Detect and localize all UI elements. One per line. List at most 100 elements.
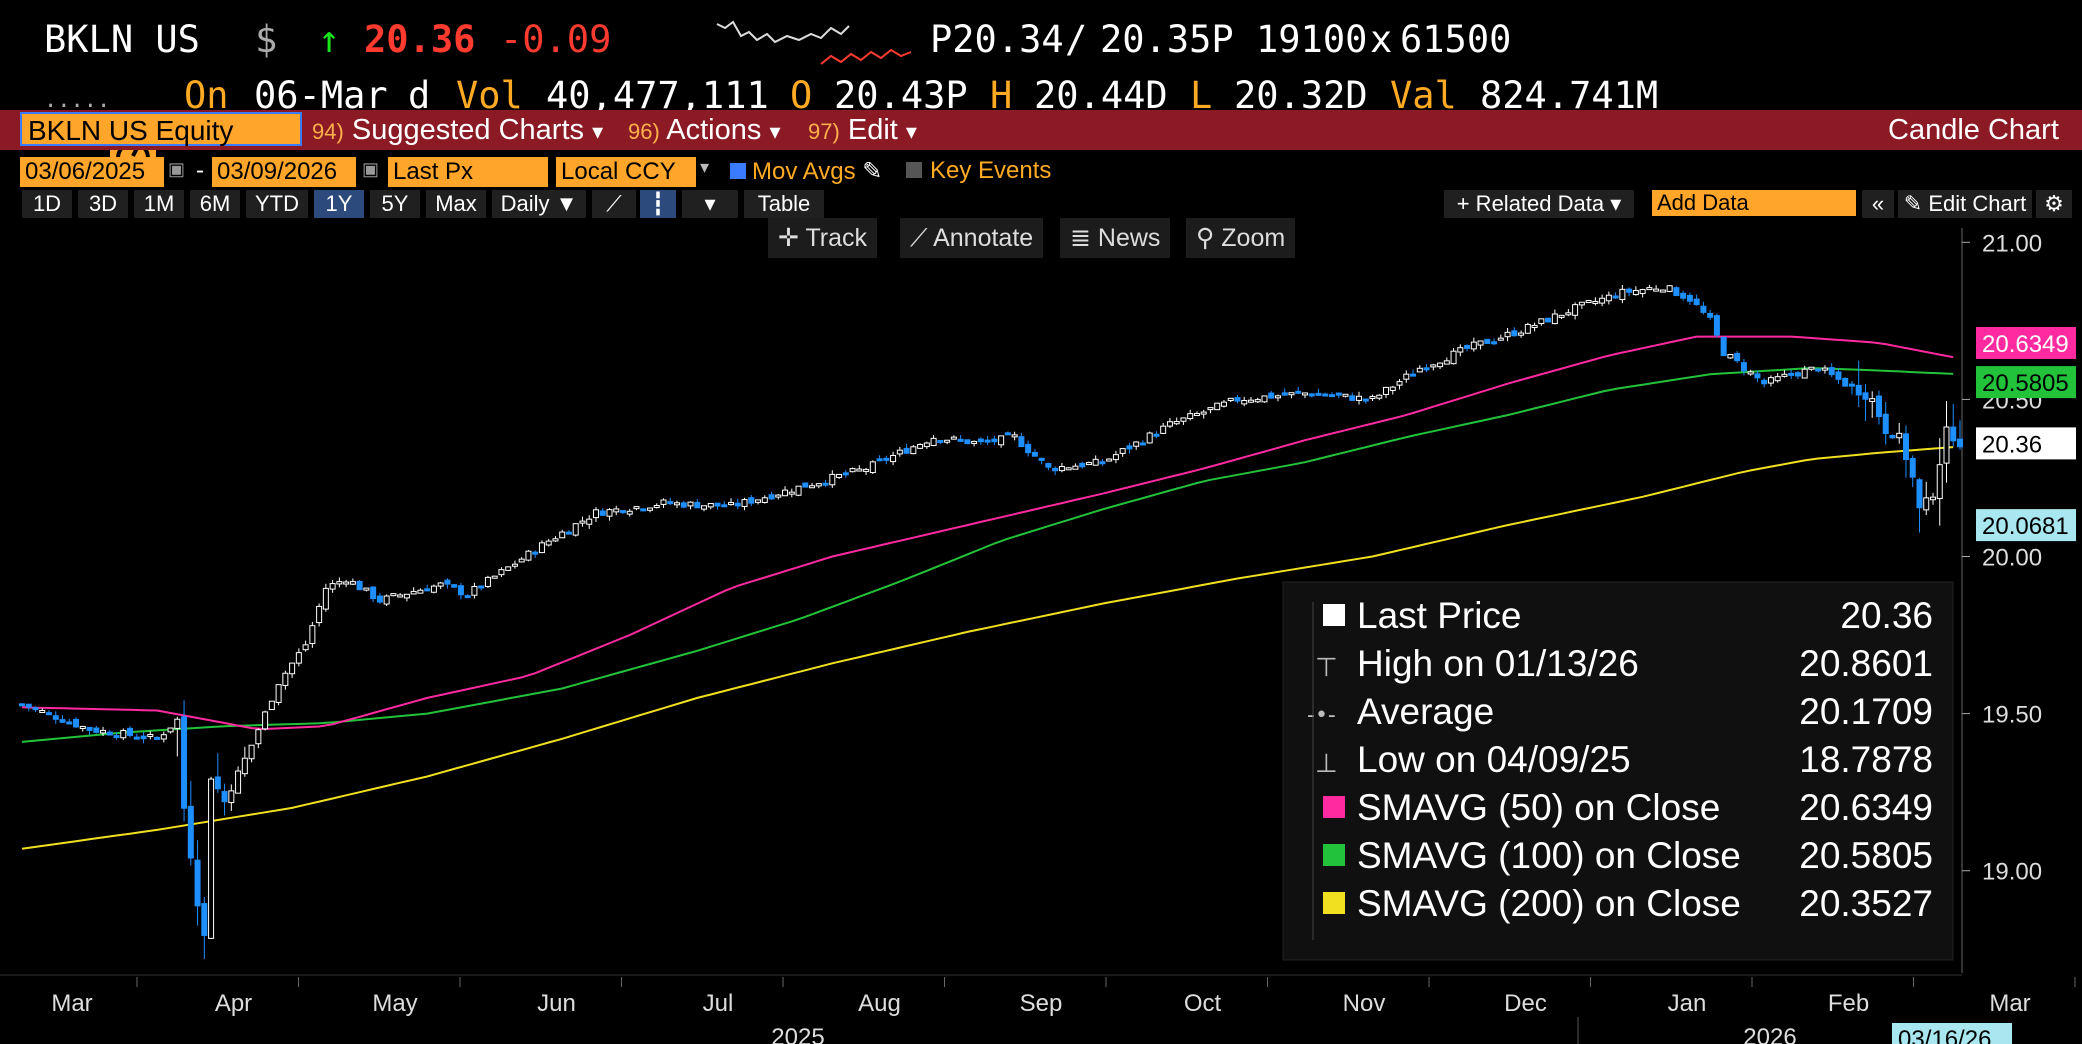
candle-body <box>289 662 296 675</box>
candle-body <box>1558 314 1565 318</box>
candle-body <box>1848 383 1855 387</box>
bidask-sep: / <box>1065 18 1088 61</box>
y-tick-label: 19.00 <box>1982 859 2042 886</box>
start-date-input[interactable]: 03/06/2025 <box>20 157 164 187</box>
calendar-icon[interactable]: ▣ <box>168 159 186 179</box>
ask-price: 20.35P <box>1100 18 1234 61</box>
on-label: On <box>184 74 229 117</box>
security-input[interactable]: BKLN US Equity <box>20 112 302 146</box>
y-tick-label: 20.00 <box>1982 545 2042 572</box>
candle-chart-icon[interactable]: ┇ <box>640 190 676 218</box>
related-data-button[interactable]: + Related Data ▾ <box>1444 190 1634 218</box>
open-price: 20.43P <box>834 74 968 117</box>
period-1m[interactable]: 1M <box>134 190 184 218</box>
candle-body <box>1457 347 1464 353</box>
gear-icon[interactable]: ⚙ <box>2036 190 2072 218</box>
currency-select[interactable]: Local CCY <box>556 157 696 187</box>
calendar-icon[interactable]: ▣ <box>362 159 380 179</box>
period-max[interactable]: Max <box>426 190 486 218</box>
candle-body <box>1416 367 1423 373</box>
table-button[interactable]: Table <box>744 190 824 218</box>
menu-label: Suggested Charts <box>351 114 585 146</box>
chevron-down-icon[interactable]: ▾ <box>700 157 710 177</box>
candle-body <box>518 558 525 563</box>
collapse-icon[interactable]: « <box>1862 190 1894 218</box>
candle-body <box>701 505 708 510</box>
date-dash: - <box>196 157 204 184</box>
candle-body <box>890 454 897 463</box>
candle-body <box>1268 392 1275 399</box>
edit-menu[interactable]: 97) Edit ▾ <box>808 113 917 149</box>
candle-body <box>950 436 957 440</box>
candle-body <box>1166 421 1173 427</box>
period-ytd[interactable]: YTD <box>246 190 308 218</box>
legend-value: 20.5805 <box>1799 835 1933 876</box>
edit-chart-button[interactable]: ✎ Edit Chart <box>1898 190 2032 218</box>
last-price: 20.36 <box>364 18 476 61</box>
volume: 40,477,111 <box>546 74 769 117</box>
candle-body <box>1693 298 1700 306</box>
field-select[interactable]: Last Px <box>388 157 548 187</box>
sma50-line <box>21 335 1954 731</box>
frequency-select[interactable]: Daily ▼ <box>492 190 586 218</box>
candle-body <box>1085 462 1092 466</box>
candle-body <box>66 721 73 725</box>
suggested-charts-menu[interactable]: 94) Suggested Charts ▾ <box>312 113 603 149</box>
candle-body <box>1720 336 1727 357</box>
mov-avgs-checkbox[interactable]: Mov Avgs ✎ <box>730 157 882 186</box>
x-month-label: Sep <box>1020 990 1063 1017</box>
end-date-input[interactable]: 03/09/2026 <box>212 157 356 187</box>
candle-body <box>390 593 397 597</box>
candle-body <box>1443 360 1450 365</box>
price-tag-sma100 <box>1976 366 2076 399</box>
candle-body <box>214 776 221 790</box>
candle-body <box>505 566 512 571</box>
candle-body <box>1011 434 1018 438</box>
candle-body <box>1896 432 1903 439</box>
candle-body <box>1551 313 1558 325</box>
candle-body <box>383 595 390 605</box>
candle-body <box>599 510 606 516</box>
candle-body <box>896 449 903 455</box>
period-6m[interactable]: 6M <box>190 190 240 218</box>
candle-body <box>660 499 667 505</box>
zoom-tool[interactable]: ⚲ Zoom <box>1186 218 1296 258</box>
period-1y[interactable]: 1Y <box>314 190 364 218</box>
high-price: 20.44D <box>1034 74 1168 117</box>
chevron-down-icon[interactable]: ▾ <box>682 190 738 218</box>
period-5y[interactable]: 5Y <box>370 190 420 218</box>
candle-body <box>640 508 647 512</box>
add-data-input[interactable]: Add Data <box>1652 190 1856 216</box>
candle-body <box>397 594 404 598</box>
key-events-checkbox[interactable]: Key Events <box>906 157 1051 185</box>
news-tool[interactable]: ≣ News <box>1060 218 1171 258</box>
candle-body <box>160 734 167 740</box>
period-1d[interactable]: 1D <box>22 190 72 218</box>
candle-body <box>721 504 728 508</box>
candle-body <box>1673 287 1680 297</box>
dots: ..... <box>44 88 111 113</box>
candle-chart[interactable]: 21.0020.5020.0019.5019.0020.634920.58052… <box>0 215 2082 1044</box>
candle-body <box>1781 373 1788 377</box>
caret-down-icon: ▾ <box>1610 191 1622 216</box>
legend-label: SMAVG (100) on Close <box>1357 835 1741 876</box>
legend-label: High on 01/13/26 <box>1357 643 1639 684</box>
news-icon: ≣ <box>1070 224 1091 252</box>
line-chart-icon[interactable]: ⟋ <box>592 190 636 218</box>
period-3d[interactable]: 3D <box>78 190 128 218</box>
candle-body <box>1524 323 1531 334</box>
track-tool[interactable]: ✛ Track <box>768 218 878 258</box>
checkbox-label: Mov Avgs <box>752 158 856 185</box>
actions-menu[interactable]: 96) Actions ▾ <box>628 113 780 149</box>
menu-bar: BKLN US Equity 94) Suggested Charts ▾ 96… <box>0 110 2082 150</box>
x-month-label: Nov <box>1343 990 1386 1017</box>
bid-size: 19100 <box>1256 18 1368 61</box>
candle-body <box>991 438 998 443</box>
candle-body <box>842 472 849 476</box>
candle-body <box>1821 367 1828 371</box>
candle-body <box>356 580 363 591</box>
annotate-tool[interactable]: ⟋ Annotate <box>900 218 1044 258</box>
candle-body <box>1909 458 1916 478</box>
candle-body <box>944 439 951 443</box>
candle-body <box>734 502 741 507</box>
